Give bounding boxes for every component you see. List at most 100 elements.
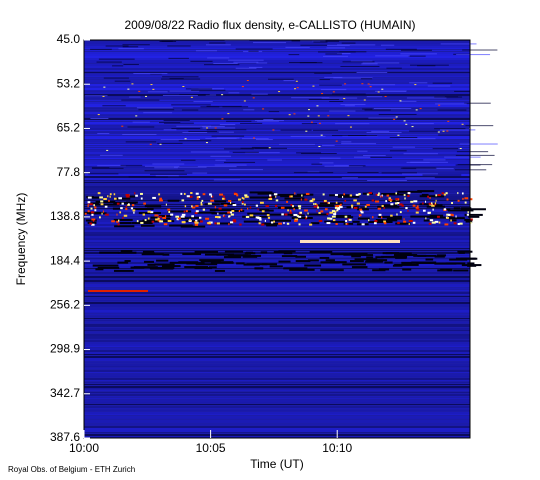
spectrogram-row [84,140,470,142]
spectrogram-streak [341,177,358,179]
spectrogram-burst [397,134,400,136]
spectrogram-burst [375,200,380,203]
spectrogram-streak [389,150,407,152]
spectrogram-streak [417,65,436,67]
spectrogram-burst [195,210,199,213]
spectrogram-burst [123,214,128,217]
spectrogram-row [84,240,470,242]
spectrogram-burst [435,194,438,197]
spectrogram-row [84,88,470,90]
spectrogram-row [84,138,470,139]
spectrogram-burst [195,204,199,207]
spectrogram-burst [271,221,274,224]
spectrogram-burst [246,80,249,82]
spectrogram-row [84,168,470,169]
spectrogram-burst [194,221,199,224]
spectrogram-row [84,322,470,323]
spectrogram-burst [243,203,246,206]
spectrogram-burst [253,137,256,139]
spectrogram-row [84,422,470,423]
spectrogram-burst [268,147,271,149]
spectrogram-streak [163,129,177,131]
spectrogram-row [84,212,470,214]
spectrogram-streak [120,164,143,166]
spectrogram-row [84,146,470,147]
spectrogram-row [84,336,470,338]
spectrogram-burst [138,90,141,92]
spectrogram-burst [269,194,272,197]
spectrogram-burst [327,217,331,220]
spectrogram-burst [411,126,414,128]
spectrogram-streak [219,123,236,125]
spectrogram-streak [329,110,356,112]
spectrogram-row [84,326,470,327]
spectrogram-dark [247,212,270,215]
spectrogram-dark [89,202,99,205]
spectrogram-burst [223,215,226,218]
spectrogram-dark [269,213,293,216]
spectrogram-burst [202,193,206,196]
spectrogram-streak [267,78,294,80]
spectrogram-row [84,170,470,171]
spectrogram-streak [157,142,183,144]
spectrogram-streak [133,73,168,75]
spectrogram-burst [117,223,120,226]
spectrogram-burst [317,115,320,117]
spectrogram-streak [218,131,234,133]
spectrogram-row [84,216,470,217]
spectrogram-row [84,106,470,107]
spectrogram-row [84,284,470,286]
spectrogram-streak [143,112,173,114]
spectrogram-streak [337,44,376,46]
spectrogram-burst [275,195,277,198]
spectrogram-burst [102,210,104,213]
spectrogram-dark [249,196,275,199]
spectrogram-burst [289,209,292,212]
spectrogram-burst [259,218,262,221]
spectrogram-burst [158,215,162,218]
spectrogram-burst [186,195,190,198]
spectrogram-dark [296,193,314,196]
spectrogram-streak [314,72,332,74]
spectrogram-burst [457,192,459,195]
spectrogram-burst [229,211,233,214]
spectrogram-streak [392,146,416,148]
spectrogram-burst [249,214,254,217]
spectrogram-burst [116,213,118,216]
spectrogram-dark [130,266,145,269]
spectrogram-burst [284,213,288,216]
spectrogram-burst [316,210,318,213]
spectrogram-streak [348,165,366,167]
spectrogram-row [84,54,470,56]
spectrogram-streak [353,156,371,158]
spectrogram-burst [97,114,100,116]
spectrogram-burst [87,205,89,208]
spectrogram-dark [375,256,384,259]
spectrogram-burst [369,86,372,88]
spectrogram-row [84,248,470,249]
spectrogram-burst [431,204,435,207]
spectrogram-dark [249,191,273,194]
spectrogram-dark [306,213,329,216]
spectrogram-streak [254,147,287,149]
spectrogram-row [84,192,470,193]
spectrogram-dark [372,269,386,272]
spectrogram-streak [256,62,268,64]
spectrogram-burst [334,210,337,213]
spectrogram-streak [378,113,417,115]
spectrogram-streak [366,132,402,134]
spectrogram-streak [325,53,342,55]
spectrogram-burst [288,114,291,116]
spectrogram-streak [432,148,459,150]
spectrogram-burst [395,192,397,195]
spectrogram-row [84,312,470,313]
spectrogram-burst [176,218,180,221]
spectrogram-burst [419,108,422,110]
spectrogram-burst [191,205,193,208]
spectrogram-burst [147,217,150,220]
spectrogram-burst [109,193,112,196]
spectrogram-burst [196,197,199,200]
spectrogram-burst [374,220,378,223]
spectrogram-streak [161,40,173,42]
spectrogram-streak [91,167,124,169]
